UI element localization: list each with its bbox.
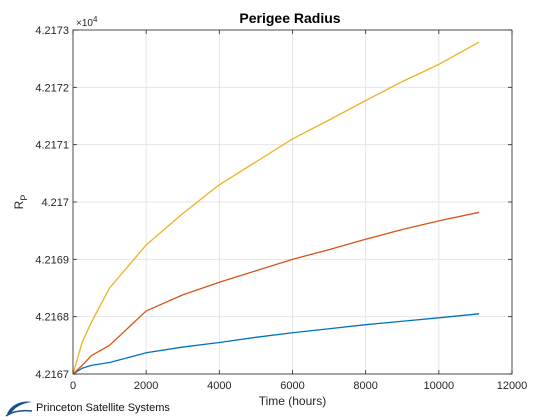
psslogo-icon	[5, 401, 33, 417]
x-tick-label: 8000	[353, 380, 377, 392]
y-exponent-label: ×104	[76, 15, 98, 29]
y-exponent-power: 4	[93, 15, 98, 24]
series-line-1	[72, 313, 480, 375]
x-tick-label: 12000	[497, 380, 528, 392]
x-tick-label: 2000	[134, 380, 158, 392]
y-axis-label: RP	[12, 195, 29, 210]
footer: Princeton Satellite Systems	[4, 397, 170, 419]
y-axis-label-subscript: P	[19, 195, 29, 201]
x-tick-label: 0	[70, 380, 76, 392]
x-tick-label: 4000	[207, 380, 231, 392]
plot-area: 0 2000 4000 6000 8000 10000 12000 4.2167 4.2168 4…	[12, 15, 527, 408]
x-tick-label: 10000	[424, 380, 455, 392]
y-tick-label: 4.2169	[35, 254, 69, 266]
company-name: Princeton Satellite Systems	[36, 402, 170, 414]
chart-title: Perigee Radius	[239, 10, 340, 26]
series-line-3	[72, 41, 480, 375]
x-tick-label: 6000	[280, 380, 304, 392]
x-axis-label: Time (hours)	[259, 394, 327, 408]
y-tick-label: 4.2167	[35, 369, 69, 381]
series-line-2	[72, 211, 480, 375]
y-tick-label: 4.217	[41, 197, 69, 209]
y-tick-label: 4.2172	[35, 82, 69, 94]
y-tick-label: 4.2168	[35, 312, 69, 324]
y-tick-label: 4.2171	[35, 140, 69, 152]
y-tick-label: 4.2173	[35, 25, 69, 37]
